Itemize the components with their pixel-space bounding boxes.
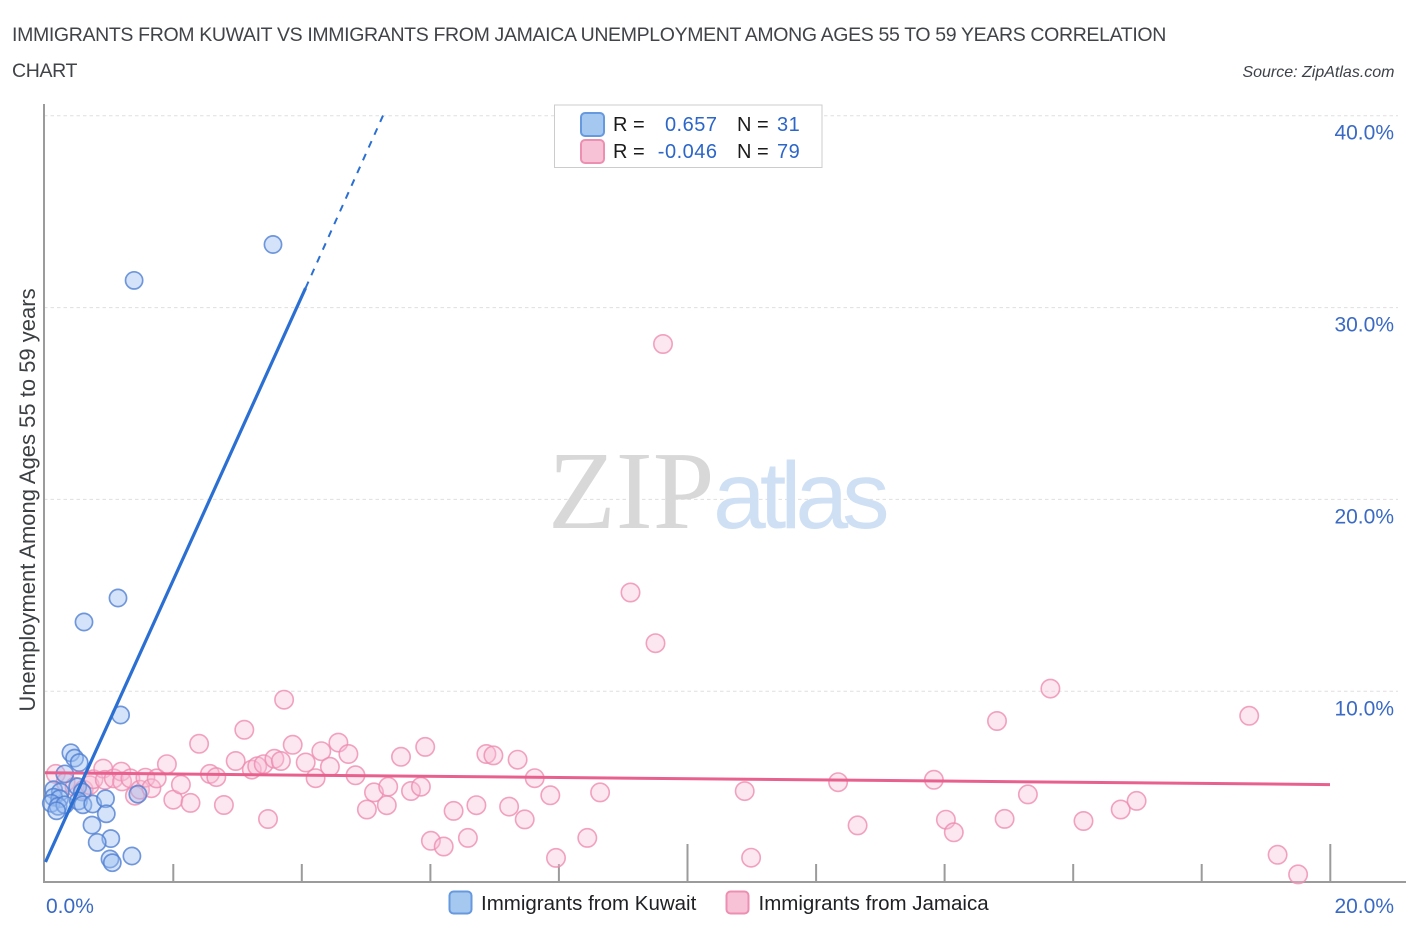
svg-text:N =: N = (737, 114, 769, 136)
svg-text:Immigrants from Kuwait: Immigrants from Kuwait (481, 892, 697, 915)
svg-text:20.0%: 20.0% (1334, 895, 1394, 918)
svg-text:ZIP: ZIP (548, 430, 715, 553)
svg-text:N =: N = (737, 141, 769, 163)
svg-text:79: 79 (777, 141, 800, 163)
svg-text:0.0%: 0.0% (46, 895, 94, 918)
svg-text:Immigrants from Jamaica: Immigrants from Jamaica (759, 892, 990, 915)
svg-text:atlas: atlas (713, 443, 887, 549)
svg-text:IMMIGRANTS FROM KUWAIT VS IMMI: IMMIGRANTS FROM KUWAIT VS IMMIGRANTS FRO… (12, 24, 1166, 46)
svg-text:Source: ZipAtlas.com: Source: ZipAtlas.com (1242, 64, 1394, 81)
svg-text:R =: R = (613, 141, 645, 163)
svg-text:40.0%: 40.0% (1334, 122, 1394, 145)
svg-text:R =: R = (613, 114, 645, 136)
svg-text:-0.046: -0.046 (658, 141, 718, 163)
svg-text:30.0%: 30.0% (1334, 314, 1394, 337)
svg-text:0.657: 0.657 (665, 114, 718, 136)
svg-text:10.0%: 10.0% (1334, 697, 1394, 720)
svg-text:31: 31 (777, 114, 800, 136)
svg-text:Unemployment Among Ages 55 to: Unemployment Among Ages 55 to 59 years (15, 288, 40, 711)
svg-text:20.0%: 20.0% (1334, 505, 1394, 528)
svg-text:CHART: CHART (12, 60, 78, 82)
